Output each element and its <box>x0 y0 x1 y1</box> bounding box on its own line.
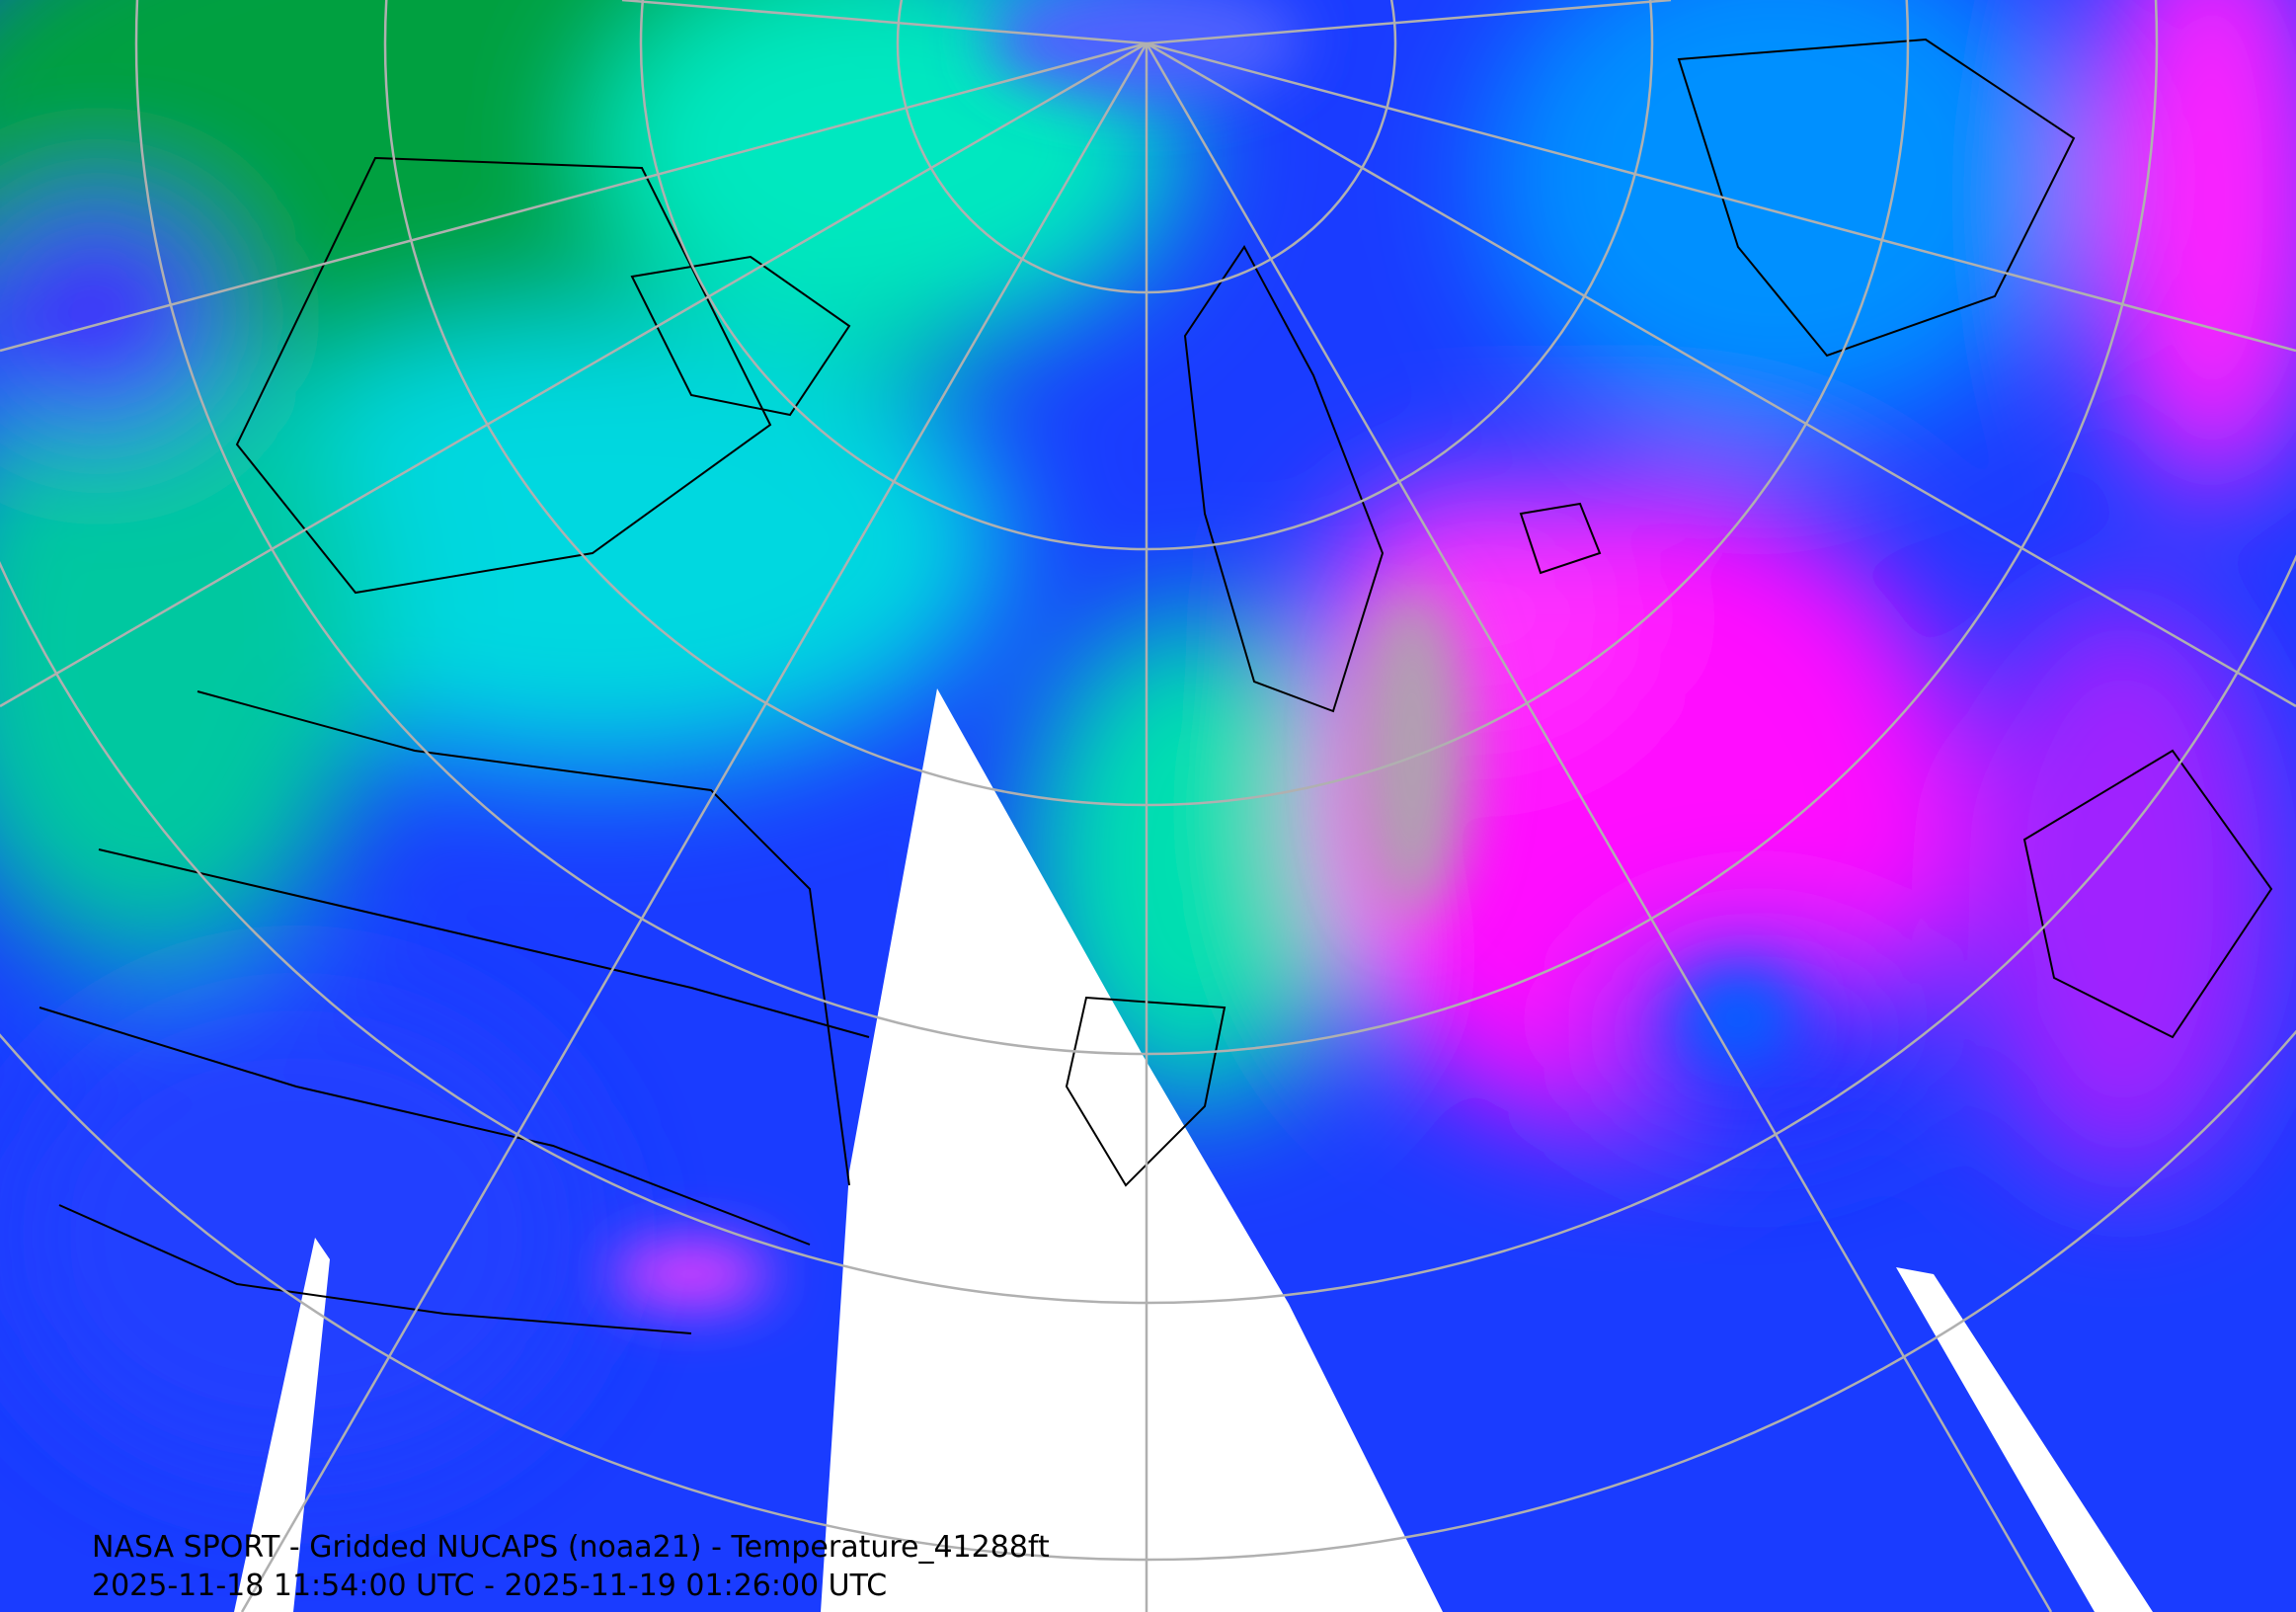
caption-title: NASA SPORT - Gridded NUCAPS (noaa21) - T… <box>92 1530 1050 1565</box>
borders <box>39 38 2273 1334</box>
caption-time: 2025-11-18 11:54:00 UTC - 2025-11-19 01:… <box>92 1569 887 1603</box>
data-gaps <box>234 688 2153 1612</box>
